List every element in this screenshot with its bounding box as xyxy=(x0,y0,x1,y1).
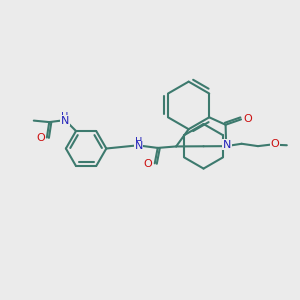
Text: H: H xyxy=(135,137,142,147)
Text: O: O xyxy=(243,114,252,124)
Text: N: N xyxy=(223,140,231,150)
Text: H: H xyxy=(61,112,69,122)
Text: O: O xyxy=(271,140,279,149)
Text: N: N xyxy=(134,141,143,151)
Text: O: O xyxy=(36,133,45,143)
Text: N: N xyxy=(61,116,69,126)
Text: O: O xyxy=(144,159,153,169)
